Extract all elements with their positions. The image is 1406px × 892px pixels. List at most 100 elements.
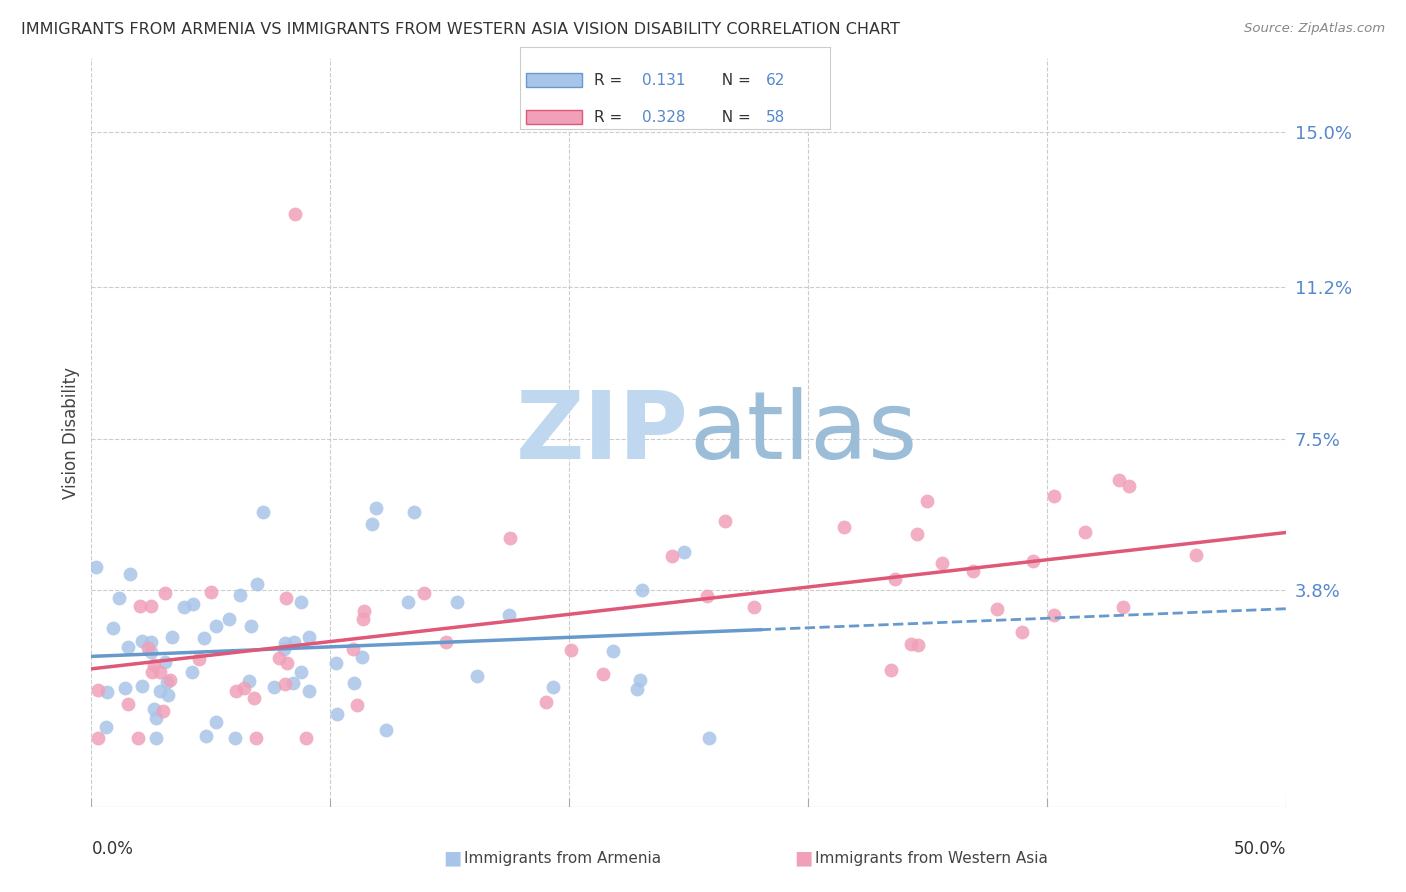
Point <box>131 679 153 693</box>
Text: 0.0%: 0.0% <box>91 840 134 858</box>
Point <box>543 680 565 694</box>
Point <box>117 640 139 654</box>
Text: 58: 58 <box>766 110 786 125</box>
Point <box>880 663 903 677</box>
Point <box>364 501 387 516</box>
Point <box>117 697 139 711</box>
Point <box>274 591 297 605</box>
Point <box>1185 548 1208 562</box>
Point <box>181 597 204 611</box>
Point <box>194 730 217 744</box>
Point <box>269 651 291 665</box>
Point <box>346 698 368 712</box>
Point <box>1043 607 1066 622</box>
Point <box>86 731 108 745</box>
Point <box>560 642 582 657</box>
Text: R =: R = <box>595 110 627 125</box>
Point <box>131 634 153 648</box>
Point <box>142 702 165 716</box>
Point <box>276 657 298 671</box>
Point <box>534 695 557 709</box>
Point <box>915 494 938 508</box>
Point <box>273 676 295 690</box>
Point <box>465 669 488 683</box>
Point <box>218 612 240 626</box>
Point <box>145 731 167 745</box>
Text: ■: ■ <box>794 848 813 868</box>
Point <box>631 582 654 597</box>
Point <box>295 731 318 745</box>
Point <box>193 631 215 645</box>
Point <box>153 655 176 669</box>
Point <box>139 645 162 659</box>
Point <box>240 619 263 633</box>
Point <box>360 517 382 532</box>
Point <box>139 599 162 614</box>
Point <box>962 564 984 578</box>
Point <box>149 665 172 679</box>
Point <box>152 704 174 718</box>
Point <box>905 527 928 541</box>
Point <box>832 519 855 533</box>
Text: ■: ■ <box>443 848 461 868</box>
Point <box>290 665 312 679</box>
Text: 50.0%: 50.0% <box>1234 840 1286 858</box>
Point <box>1118 479 1140 493</box>
Point <box>404 506 426 520</box>
Point <box>325 656 347 670</box>
Point <box>697 731 720 745</box>
Point <box>188 652 211 666</box>
Point <box>232 681 254 695</box>
Point <box>298 683 321 698</box>
Point <box>238 673 260 688</box>
Point <box>228 588 250 602</box>
Point <box>114 681 136 695</box>
Point <box>1022 554 1045 568</box>
Point <box>96 685 118 699</box>
Point <box>139 635 162 649</box>
Text: atlas: atlas <box>689 386 917 479</box>
Point <box>224 731 246 745</box>
Point <box>714 514 737 528</box>
Point <box>283 635 305 649</box>
Point <box>290 595 312 609</box>
Point <box>225 683 247 698</box>
Point <box>352 612 374 626</box>
Point <box>252 506 274 520</box>
Point <box>353 604 375 618</box>
Point <box>84 560 107 574</box>
Point <box>180 665 202 680</box>
Point <box>205 715 228 730</box>
Point <box>263 680 285 694</box>
Point <box>592 666 614 681</box>
Point <box>156 674 179 689</box>
Point <box>245 731 267 745</box>
Point <box>884 572 907 586</box>
Point <box>986 602 1008 616</box>
Point <box>141 665 163 679</box>
Point <box>145 711 167 725</box>
Point <box>142 658 165 673</box>
Point <box>273 642 295 657</box>
Point <box>243 691 266 706</box>
Point <box>138 640 160 655</box>
Point <box>343 675 366 690</box>
Point <box>160 631 183 645</box>
Point <box>205 618 228 632</box>
Point <box>742 599 765 614</box>
Point <box>103 621 125 635</box>
Point <box>498 607 520 622</box>
Point <box>396 595 419 609</box>
Point <box>246 576 269 591</box>
Text: N =: N = <box>711 110 755 125</box>
Point <box>200 585 222 599</box>
Point <box>672 545 695 559</box>
Point <box>342 641 364 656</box>
Text: 0.328: 0.328 <box>643 110 686 125</box>
FancyBboxPatch shape <box>526 110 582 124</box>
Text: Immigrants from Armenia: Immigrants from Armenia <box>464 851 661 865</box>
Y-axis label: Vision Disability: Vision Disability <box>62 367 80 499</box>
Point <box>283 675 305 690</box>
Point <box>602 643 624 657</box>
Point <box>108 591 131 605</box>
